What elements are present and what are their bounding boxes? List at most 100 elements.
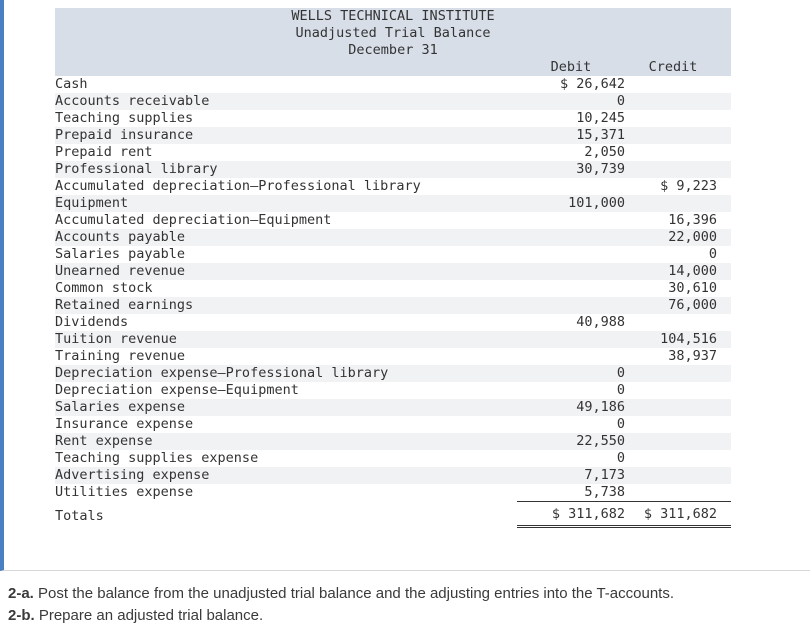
credit-cell (629, 433, 731, 450)
account-cell: Tuition revenue (55, 331, 177, 347)
table-row: Rent expense 22,550 (55, 433, 731, 450)
trial-balance-table: WELLS TECHNICAL INSTITUTE Unadjusted Tri… (55, 8, 731, 528)
credit-cell: 0 (708, 246, 717, 262)
account-cell: Depreciation expense—Equipment (55, 382, 299, 398)
statement-title: Unadjusted Trial Balance (55, 25, 731, 42)
debit-cell (517, 348, 629, 365)
table-row: Prepaid rent 2,050 (55, 144, 731, 161)
debit-cell: 15,371 (576, 127, 625, 143)
table-row: Equipment 101,000 (55, 195, 731, 212)
account-cell: Teaching supplies (55, 110, 194, 126)
credit-cell: $ 9,223 (660, 178, 717, 194)
table-row: Advertising expense 7,173 (55, 467, 731, 484)
credit-cell (629, 365, 731, 382)
debit-cell: 10,245 (576, 110, 625, 126)
table-row: Salaries payable 0 (55, 246, 731, 263)
table-row: Cash $ 26,642 (55, 76, 731, 93)
table-row: Teaching supplies 10,245 (55, 110, 731, 127)
account-cell: Rent expense (55, 433, 153, 449)
account-cell: Prepaid rent (55, 144, 153, 160)
debit-cell (517, 331, 629, 348)
table-row: Accounts payable 22,000 (55, 229, 731, 246)
credit-cell: 14,000 (668, 263, 717, 279)
table-row: Unearned revenue 14,000 (55, 263, 731, 280)
table-row: Accumulated depreciation—Equipment 16,396 (55, 212, 731, 229)
credit-cell (629, 484, 731, 502)
account-cell: Equipment (55, 195, 129, 211)
credit-cell (629, 450, 731, 467)
debit-cell: 7,173 (584, 467, 625, 483)
debit-cell: 2,050 (584, 144, 625, 160)
debit-cell (517, 297, 629, 314)
account-cell: Cash (55, 76, 88, 92)
table-row: Insurance expense 0 (55, 416, 731, 433)
credit-cell (629, 127, 731, 144)
account-column-header (55, 59, 517, 76)
account-cell: Accounts receivable (55, 93, 210, 109)
statement-date: December 31 (55, 42, 731, 59)
debit-cell: 30,739 (576, 161, 625, 177)
credit-cell (629, 195, 731, 212)
account-cell: Accounts payable (55, 229, 186, 245)
instruction-2b-label: 2-b. (8, 607, 35, 624)
table-row: Training revenue 38,937 (55, 348, 731, 365)
credit-cell (629, 416, 731, 433)
credit-cell (629, 93, 731, 110)
instruction-2a-label: 2-a. (8, 585, 34, 602)
table-row: Dividends 40,988 (55, 314, 731, 331)
debit-cell: 0 (616, 365, 625, 381)
account-cell: Professional library (55, 161, 218, 177)
debit-cell: 0 (616, 450, 625, 466)
debit-cell: 40,988 (576, 314, 625, 330)
table-row: Professional library 30,739 (55, 161, 731, 178)
credit-cell: 76,000 (668, 297, 717, 313)
credit-cell: 30,610 (668, 280, 717, 296)
table-row: Accumulated depreciation—Professional li… (55, 178, 731, 195)
account-cell: Teaching supplies expense (55, 450, 259, 466)
totals-row: Totals $ 311,682 $ 311,682 (55, 501, 731, 528)
table-row: Common stock 30,610 (55, 280, 731, 297)
trial-balance-panel: WELLS TECHNICAL INSTITUTE Unadjusted Tri… (0, 0, 810, 571)
credit-cell: 22,000 (668, 229, 717, 245)
account-cell: Prepaid insurance (55, 127, 194, 143)
debit-cell (517, 229, 629, 246)
table-row: Depreciation expense—Professional librar… (55, 365, 731, 382)
debit-cell: $ 26,642 (559, 76, 625, 92)
account-cell: Advertising expense (55, 467, 210, 483)
table-row: Prepaid insurance 15,371 (55, 127, 731, 144)
credit-cell (629, 76, 731, 93)
debit-cell (517, 212, 629, 229)
instruction-2b: 2-b. Prepare an adjusted trial balance. (8, 606, 810, 625)
account-cell: Insurance expense (55, 416, 194, 432)
credit-cell (629, 314, 731, 331)
account-cell: Depreciation expense—Professional librar… (55, 365, 389, 381)
instruction-2a: 2-a. Post the balance from the unadjuste… (8, 584, 810, 603)
trial-balance-header: WELLS TECHNICAL INSTITUTE Unadjusted Tri… (55, 8, 731, 76)
credit-cell (629, 467, 731, 484)
credit-cell (629, 382, 731, 399)
totals-credit-value: $ 311,682 (629, 501, 731, 528)
totals-label: Totals (55, 508, 104, 524)
company-name: WELLS TECHNICAL INSTITUTE (55, 8, 731, 25)
table-row: Utilities expense 5,738 (55, 484, 731, 502)
instructions: 2-a. Post the balance from the unadjuste… (8, 584, 810, 625)
debit-column-header: Debit (517, 59, 629, 76)
credit-cell: 38,937 (668, 348, 717, 364)
credit-column-header: Credit (629, 59, 731, 76)
debit-cell (517, 246, 629, 263)
credit-cell (629, 161, 731, 178)
totals-debit-value: $ 311,682 (517, 501, 629, 528)
instruction-2a-text: Post the balance from the unadjusted tri… (38, 585, 674, 602)
credit-cell (629, 110, 731, 127)
debit-cell: 49,186 (576, 399, 625, 415)
account-cell: Utilities expense (55, 484, 194, 501)
debit-cell: 101,000 (568, 195, 625, 211)
account-cell: Retained earnings (55, 297, 194, 313)
account-cell: Unearned revenue (55, 263, 186, 279)
debit-cell: 0 (616, 382, 625, 398)
instruction-2b-text: Prepare an adjusted trial balance. (38, 607, 264, 624)
table-row: Teaching supplies expense 0 (55, 450, 731, 467)
table-row: Retained earnings 76,000 (55, 297, 731, 314)
credit-cell (629, 144, 731, 161)
debit-cell (517, 280, 629, 297)
